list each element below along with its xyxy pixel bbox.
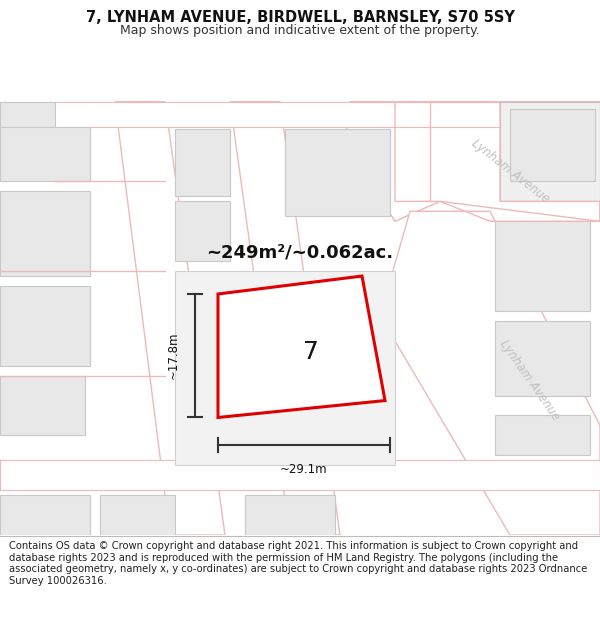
Polygon shape bbox=[380, 211, 600, 535]
Polygon shape bbox=[218, 276, 385, 418]
Polygon shape bbox=[0, 376, 85, 436]
Text: 7, LYNHAM AVENUE, BIRDWELL, BARNSLEY, S70 5SY: 7, LYNHAM AVENUE, BIRDWELL, BARNSLEY, S7… bbox=[86, 11, 514, 26]
Polygon shape bbox=[175, 201, 230, 261]
Polygon shape bbox=[510, 109, 595, 181]
Text: Lynham Avenue: Lynham Avenue bbox=[469, 137, 551, 206]
Polygon shape bbox=[0, 460, 600, 490]
Polygon shape bbox=[0, 102, 55, 147]
Text: Lynham Avenue: Lynham Avenue bbox=[497, 338, 563, 423]
Text: Map shows position and indicative extent of the property.: Map shows position and indicative extent… bbox=[120, 24, 480, 37]
Polygon shape bbox=[175, 129, 230, 196]
Polygon shape bbox=[495, 416, 590, 456]
Polygon shape bbox=[0, 191, 90, 276]
Polygon shape bbox=[0, 127, 90, 181]
Polygon shape bbox=[0, 102, 600, 127]
Polygon shape bbox=[495, 221, 590, 311]
Polygon shape bbox=[175, 271, 395, 465]
Polygon shape bbox=[115, 102, 225, 535]
Polygon shape bbox=[0, 286, 90, 366]
Polygon shape bbox=[245, 495, 335, 535]
Text: ~17.8m: ~17.8m bbox=[167, 332, 179, 379]
Text: ~249m²/~0.062ac.: ~249m²/~0.062ac. bbox=[206, 243, 394, 261]
Polygon shape bbox=[500, 102, 600, 201]
Polygon shape bbox=[100, 495, 175, 535]
Polygon shape bbox=[495, 321, 590, 396]
Polygon shape bbox=[230, 102, 340, 535]
Text: ~29.1m: ~29.1m bbox=[280, 463, 328, 476]
Text: Contains OS data © Crown copyright and database right 2021. This information is : Contains OS data © Crown copyright and d… bbox=[9, 541, 587, 586]
Polygon shape bbox=[0, 495, 90, 535]
Text: 7: 7 bbox=[303, 340, 319, 364]
Polygon shape bbox=[345, 102, 600, 221]
Polygon shape bbox=[285, 129, 390, 216]
